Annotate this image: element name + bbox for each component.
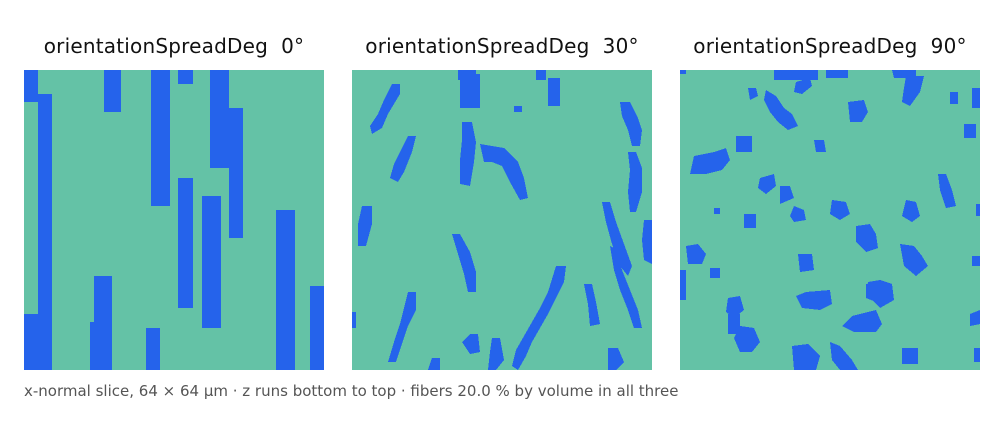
- fiber: [972, 256, 980, 266]
- fiber: [830, 200, 850, 220]
- fiber: [794, 78, 812, 94]
- fiber: [388, 292, 416, 362]
- fiber: [726, 296, 744, 318]
- fiber: [902, 200, 920, 222]
- fiber: [764, 90, 798, 130]
- fiber: [642, 220, 652, 264]
- fiber: [178, 178, 193, 308]
- fiber: [780, 186, 794, 204]
- fiber: [972, 88, 980, 108]
- fiber: [210, 70, 229, 168]
- fiber: [104, 70, 121, 112]
- fiber: [512, 266, 566, 370]
- fiber: [938, 174, 956, 208]
- slice-map: [352, 70, 652, 370]
- fiber: [488, 338, 504, 370]
- fiber: [902, 76, 924, 106]
- panel-title: orientationSpreadDeg 30°: [365, 34, 639, 58]
- panel-title: orientationSpreadDeg 90°: [693, 34, 967, 58]
- fiber: [900, 244, 928, 276]
- fiber: [628, 152, 642, 212]
- fiber: [970, 310, 980, 326]
- fiber: [358, 206, 372, 246]
- fiber: [480, 144, 528, 200]
- fiber: [514, 106, 522, 112]
- panel-spread-0: orientationSpreadDeg 0°: [24, 0, 324, 370]
- fiber: [902, 348, 918, 364]
- fiber: [370, 84, 400, 134]
- fiber: [24, 70, 38, 102]
- fiber: [610, 246, 642, 328]
- fiber: [460, 122, 476, 186]
- fiber: [790, 206, 806, 222]
- panel-spread-90: orientationSpreadDeg 90°: [680, 0, 980, 370]
- fiber: [310, 286, 324, 370]
- fiber: [964, 124, 976, 138]
- matrix-background: [680, 70, 980, 370]
- fiber: [748, 88, 758, 100]
- fiber: [390, 136, 416, 182]
- fiber: [826, 70, 848, 78]
- fiber: [48, 258, 52, 370]
- fiber: [602, 202, 632, 276]
- fiber: [976, 204, 980, 216]
- fiber: [734, 326, 760, 352]
- fiber: [24, 314, 38, 370]
- fiber: [178, 70, 193, 84]
- fiber: [90, 322, 112, 370]
- matrix-background: [24, 70, 324, 370]
- fiber: [792, 344, 820, 370]
- fiber: [714, 208, 720, 214]
- fiber: [690, 148, 730, 174]
- fiber: [798, 254, 814, 272]
- fiber: [728, 314, 740, 334]
- fiber: [229, 108, 243, 238]
- fiber: [680, 70, 686, 74]
- fiber: [548, 78, 560, 106]
- slice-map: [24, 70, 324, 370]
- fiber: [584, 284, 600, 326]
- panel-spread-30: orientationSpreadDeg 30°: [352, 0, 652, 370]
- fiber: [428, 358, 440, 370]
- fiber: [460, 74, 480, 108]
- slice-map: [680, 70, 980, 370]
- fiber: [686, 244, 706, 264]
- fiber: [830, 342, 858, 370]
- fiber: [758, 174, 776, 194]
- fiber: [202, 196, 221, 328]
- fiber: [608, 348, 624, 370]
- fiber: [352, 312, 356, 328]
- fiber: [620, 102, 642, 146]
- fiber: [842, 310, 882, 332]
- fiber: [736, 136, 752, 152]
- panel-title: orientationSpreadDeg 0°: [43, 34, 305, 58]
- fiber: [848, 100, 868, 122]
- fiber: [774, 70, 818, 80]
- fiber: [680, 270, 686, 300]
- fiber: [276, 210, 295, 370]
- fiber: [151, 70, 170, 206]
- fiber: [710, 268, 720, 278]
- figure-caption: x-normal slice, 64 × 64 µm · z runs bott…: [24, 382, 679, 400]
- fiber: [462, 334, 480, 354]
- fiber: [536, 70, 546, 80]
- fiber: [452, 234, 476, 292]
- fiber: [868, 280, 894, 308]
- fiber: [974, 348, 980, 362]
- fiber: [146, 328, 160, 370]
- fiber: [744, 214, 756, 228]
- fiber: [950, 92, 958, 104]
- fiber: [814, 140, 826, 152]
- fiber: [796, 290, 832, 310]
- fiber: [856, 224, 878, 252]
